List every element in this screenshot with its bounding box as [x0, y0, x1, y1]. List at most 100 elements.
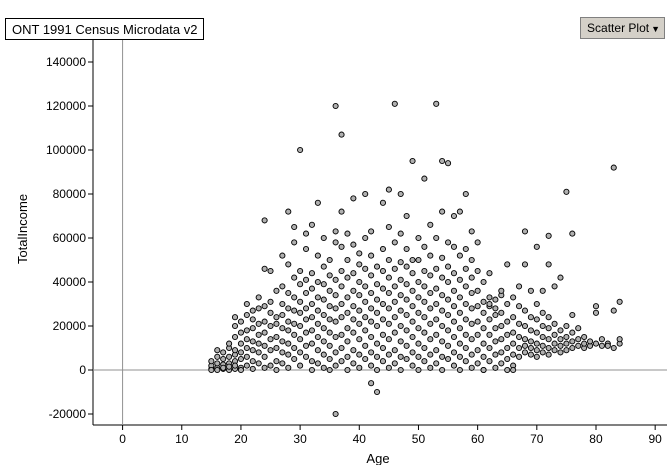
data-point: [368, 228, 375, 235]
data-point: [397, 259, 404, 266]
data-point: [285, 340, 292, 347]
data-point: [350, 287, 357, 294]
data-point: [308, 327, 315, 334]
data-point: [462, 344, 469, 352]
data-point: [403, 355, 410, 363]
data-point: [308, 366, 315, 374]
data-point: [616, 298, 623, 305]
data-point: [439, 322, 446, 330]
data-point: [297, 322, 304, 330]
data-point: [297, 281, 304, 288]
data-point: [302, 353, 310, 360]
data-point: [368, 289, 375, 297]
data-point: [291, 294, 298, 301]
data-point: [468, 351, 475, 358]
data-point: [208, 366, 215, 374]
data-point: [587, 338, 594, 345]
data-point: [291, 355, 298, 363]
data-point: [338, 267, 345, 275]
data-point: [261, 353, 268, 360]
data-point: [362, 190, 369, 198]
data-point: [285, 351, 292, 358]
data-point: [415, 353, 422, 360]
data-point: [468, 336, 475, 343]
data-point: [433, 316, 440, 323]
data-point: [474, 331, 481, 338]
data-point: [320, 364, 327, 371]
data-point: [249, 316, 256, 323]
data-point: [421, 298, 428, 305]
data-point: [214, 353, 221, 360]
data-point: [368, 362, 375, 369]
data-point: [285, 364, 292, 371]
data-point: [433, 100, 440, 107]
data-point: [332, 239, 339, 246]
data-point: [391, 100, 398, 107]
data-point: [332, 292, 339, 299]
data-point: [344, 294, 351, 301]
data-point: [379, 267, 387, 275]
data-point: [480, 278, 487, 286]
x-tick-label: 40: [353, 432, 367, 446]
data-point: [231, 333, 239, 341]
data-point: [344, 256, 351, 264]
data-point: [427, 364, 434, 371]
data-point: [279, 252, 286, 259]
data-point: [409, 333, 416, 341]
data-point: [279, 360, 286, 367]
data-point: [510, 314, 517, 321]
data-point: [569, 338, 576, 345]
data-point: [486, 344, 493, 352]
data-point: [474, 239, 481, 246]
data-point: [480, 340, 487, 347]
data-point: [575, 342, 582, 349]
data-point: [563, 333, 570, 341]
data-point: [462, 265, 469, 272]
data-point: [409, 318, 416, 325]
data-point: [373, 340, 381, 347]
data-point: [439, 208, 446, 215]
data-point: [220, 355, 227, 363]
data-point: [226, 363, 233, 370]
data-point: [498, 322, 505, 330]
data-point: [285, 261, 292, 268]
data-point: [373, 296, 381, 303]
data-point: [379, 331, 387, 338]
data-point: [344, 366, 351, 374]
data-point: [314, 360, 321, 367]
data-point: [474, 347, 481, 354]
data-point: [439, 254, 446, 261]
data-point: [557, 327, 564, 334]
data-point: [427, 272, 434, 279]
data-point: [344, 338, 351, 345]
data-point: [362, 283, 369, 290]
data-point: [598, 336, 605, 343]
data-point: [569, 344, 576, 352]
data-point: [474, 287, 481, 294]
data-point: [344, 353, 351, 360]
data-point: [302, 316, 310, 323]
data-point: [492, 311, 499, 319]
data-point: [456, 208, 463, 215]
data-point: [462, 190, 469, 198]
data-point: [492, 364, 499, 371]
data-point: [368, 305, 375, 312]
data-point: [498, 360, 505, 367]
data-point: [468, 274, 475, 281]
data-point: [450, 318, 458, 325]
data-point: [391, 239, 398, 246]
data-point: [409, 157, 416, 165]
plot-type-dropdown[interactable]: Scatter Plot ▼: [580, 17, 665, 39]
data-point: [427, 252, 434, 259]
data-point: [427, 305, 434, 312]
data-point: [332, 349, 339, 356]
data-point: [208, 358, 215, 365]
data-point: [231, 322, 239, 330]
data-point: [297, 298, 304, 305]
data-point: [243, 327, 250, 334]
data-point: [267, 322, 274, 330]
data-point: [273, 358, 280, 365]
data-point: [450, 243, 458, 250]
data-point: [332, 305, 339, 312]
data-point: [356, 351, 363, 358]
